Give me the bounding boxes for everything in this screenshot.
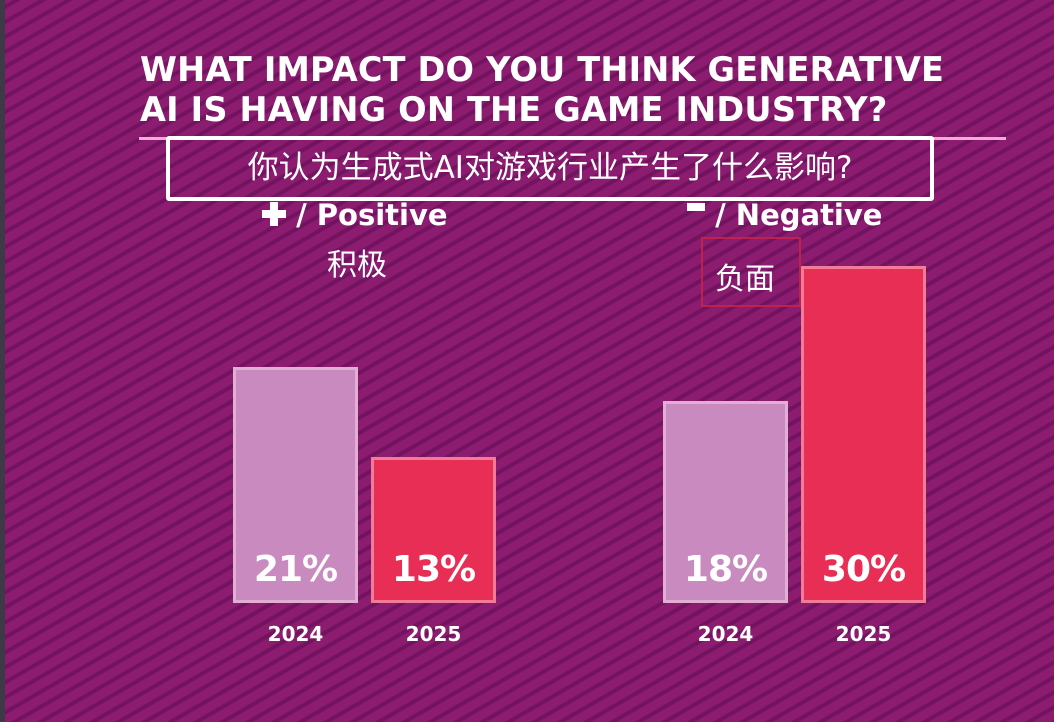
plus-icon [262,202,286,226]
category-label-negative-text: / Negative [715,198,883,232]
chart-title-line-2: AI IS HAVING ON THE GAME INDUSTRY? [140,90,888,129]
bar-positive-2024: 21% [233,367,358,603]
category-label-negative: / Negative [687,198,882,232]
bar-negative-2024: 18% [663,401,788,603]
subtitle-cn-box: 你认为生成式AI对游戏行业产生了什么影响? [166,136,934,201]
bar-negative-2025: 30% [801,266,926,603]
category-label-positive-text: / Positive [296,198,448,232]
x-tick-label-negative-2024: 2024 [697,622,754,646]
bar-value-label: 18% [683,549,768,590]
x-tick-label-negative-2025: 2025 [835,622,892,646]
left-edge-strip [0,0,5,722]
bar-value-label: 30% [821,549,906,590]
category-label-positive-cn: 积极 [327,248,387,283]
minus-icon [687,203,705,211]
chart-title-line-1: WHAT IMPACT DO YOU THINK GENERATIVE [140,50,945,89]
bar-positive-2025: 13% [371,457,496,603]
category-label-positive: / Positive [262,198,448,232]
chart-title: WHAT IMPACT DO YOU THINK GENERATIVE AI I… [140,50,1020,130]
bar-value-label: 13% [391,549,476,590]
negative-cn-highlight-box [701,237,801,307]
bar-value-label: 21% [253,549,338,590]
category-label-negative-cn: 负面 [715,262,775,297]
x-tick-label-positive-2025: 2025 [405,622,462,646]
x-tick-label-positive-2024: 2024 [267,622,324,646]
